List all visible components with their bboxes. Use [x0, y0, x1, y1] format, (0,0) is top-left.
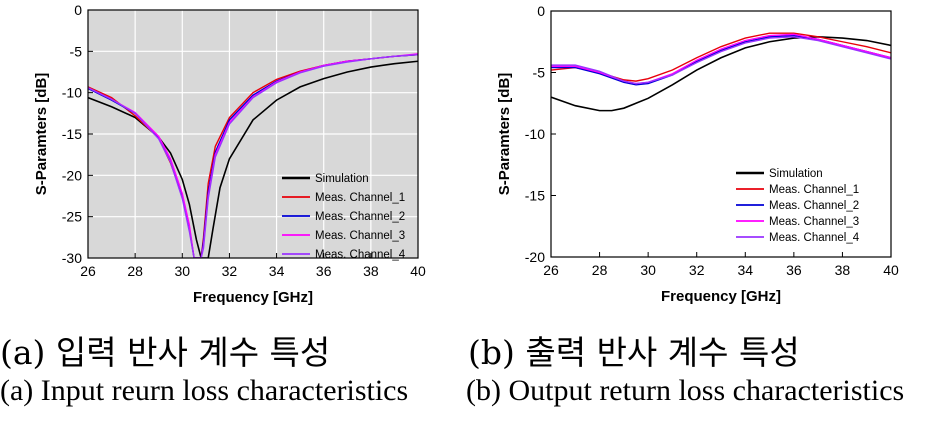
y-tick-label: 0 — [74, 2, 82, 18]
caption-a-english: (a) Input reurn loss characteristics — [0, 374, 409, 407]
legend-entry: Meas. Channel_4 — [769, 232, 860, 244]
legend-entry: Meas. Channel_1 — [315, 192, 405, 204]
legend-entry: Meas. Channel_3 — [315, 230, 405, 242]
x-tick-label: 40 — [410, 263, 426, 279]
chart-output-return-loss: 26 28 30 32 34 36 38 40 0 -5 -10 -15 -20 Frequency [G… — [496, 3, 899, 305]
x-tick-label: 34 — [269, 263, 285, 279]
x-axis-label: Frequency [GHz] — [661, 288, 781, 305]
x-tick-label: 38 — [835, 262, 851, 278]
chart-input-return-loss: 26 28 30 32 34 36 38 40 0 -5 -10 -15 -20 -25 -30 Freque… — [33, 2, 426, 306]
legend-entry: Simulation — [315, 173, 369, 185]
legend-entry: Meas. Channel_2 — [769, 200, 859, 212]
series-line-channel-4 — [551, 36, 891, 85]
y-tick-label: -10 — [62, 85, 82, 101]
y-axis-label: S-Paramters [dB] — [33, 73, 50, 196]
x-tick-label: 40 — [883, 262, 899, 278]
x-tick-label: 32 — [689, 262, 705, 278]
series-line-simulation — [551, 36, 891, 112]
series-line-simulation — [88, 60, 418, 258]
y-tick-label: -20 — [62, 167, 82, 183]
y-tick-label: -15 — [62, 126, 82, 142]
x-tick-label: 30 — [640, 262, 656, 278]
legend-entry: Meas. Channel_4 — [315, 249, 406, 261]
y-tick-label: -30 — [62, 250, 82, 266]
x-tick-label: 26 — [543, 262, 559, 278]
caption-b-english: (b) Output return loss characteristics — [466, 374, 905, 407]
x-tick-label: 30 — [174, 263, 190, 279]
x-axis-label: Frequency [GHz] — [193, 289, 313, 306]
y-tick-label: -20 — [525, 249, 545, 265]
x-tick-label: 34 — [737, 262, 753, 278]
legend-entry: Meas. Channel_2 — [315, 211, 405, 223]
caption-a-korean: (a) 입력 반사 계수 특성 — [0, 333, 331, 372]
series-line-channel-4 — [88, 53, 418, 258]
y-tick-label: -25 — [62, 209, 82, 225]
legend: Simulation Meas. Channel_1 Meas. Channel_2… — [282, 173, 406, 261]
y-axis-label: S-Paramters [dB] — [496, 73, 513, 196]
x-tick-label: 32 — [222, 263, 238, 279]
x-tick-label: 38 — [363, 263, 379, 279]
x-tick-label: 36 — [316, 263, 332, 279]
legend-entry: Meas. Channel_1 — [769, 184, 859, 196]
x-tick-label: 28 — [127, 263, 143, 279]
legend-entry: Simulation — [769, 168, 823, 180]
x-tick-label: 26 — [80, 263, 96, 279]
legend: Simulation Meas. Channel_1 Meas. Channel_2… — [736, 168, 860, 244]
y-tick-label: -10 — [525, 126, 545, 142]
y-tick-label: -5 — [533, 65, 546, 81]
legend-entry: Meas. Channel_3 — [769, 216, 859, 228]
y-tick-label: -5 — [70, 43, 83, 59]
y-tick-label: 0 — [537, 3, 545, 19]
y-tick-label: -15 — [525, 188, 545, 204]
x-tick-label: 28 — [592, 262, 608, 278]
caption-b-korean: (b) 출력 반사 계수 특성 — [468, 333, 800, 372]
x-tick-label: 36 — [786, 262, 802, 278]
